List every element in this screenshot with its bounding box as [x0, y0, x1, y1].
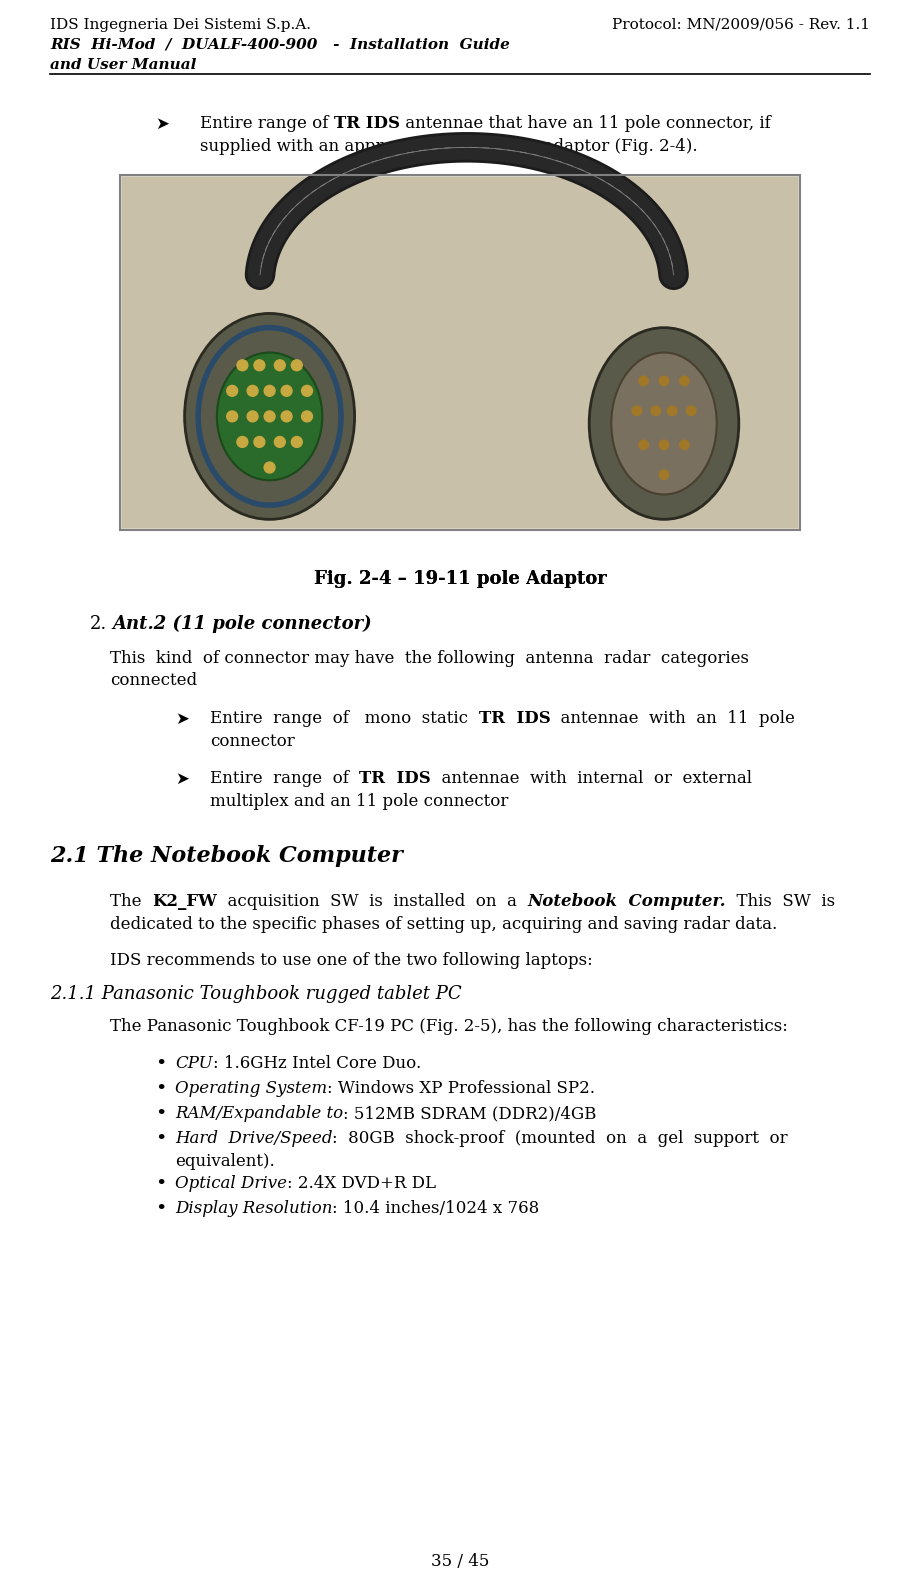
Text: •: •	[154, 1106, 166, 1123]
Bar	[119, 175, 800, 530]
Text: Hard  Drive/Speed: Hard Drive/Speed	[175, 1130, 332, 1147]
Circle shape	[237, 360, 247, 371]
Text: : 2.4X DVD+R DL: : 2.4X DVD+R DL	[287, 1176, 436, 1192]
Circle shape	[274, 436, 285, 447]
Circle shape	[679, 441, 688, 450]
Circle shape	[686, 406, 695, 415]
Circle shape	[264, 410, 275, 422]
Text: ➤: ➤	[175, 710, 188, 729]
Circle shape	[226, 410, 237, 422]
Circle shape	[291, 436, 302, 447]
Text: : 10.4 inches/1024 x 768: : 10.4 inches/1024 x 768	[332, 1200, 539, 1217]
Text: TR IDS: TR IDS	[334, 115, 399, 132]
Text: :  80GB  shock-proof  (mounted  on  a  gel  support  or: : 80GB shock-proof (mounted on a gel sup…	[332, 1130, 788, 1147]
Circle shape	[638, 375, 648, 385]
Text: multiplex and an 11 pole connector: multiplex and an 11 pole connector	[210, 792, 508, 810]
Circle shape	[291, 360, 302, 371]
Text: •: •	[154, 1200, 166, 1219]
Text: 2.: 2.	[90, 616, 108, 633]
Text: : Windows XP Professional SP2.: : Windows XP Professional SP2.	[327, 1080, 595, 1098]
Text: 2.1 The Notebook Computer: 2.1 The Notebook Computer	[50, 845, 403, 867]
Circle shape	[264, 385, 275, 396]
Ellipse shape	[217, 353, 322, 480]
Text: •: •	[154, 1080, 166, 1098]
Circle shape	[254, 436, 265, 447]
Circle shape	[638, 441, 648, 450]
Text: Ant.2 (11 pole connector): Ant.2 (11 pole connector)	[112, 616, 371, 633]
Circle shape	[651, 406, 660, 415]
Circle shape	[254, 360, 265, 371]
Text: 35 / 45: 35 / 45	[430, 1553, 489, 1570]
Text: K2_FW: K2_FW	[152, 893, 217, 910]
Text: Optical Drive: Optical Drive	[175, 1176, 287, 1192]
Text: connected: connected	[110, 671, 197, 689]
Text: Notebook  Computer.: Notebook Computer.	[527, 893, 725, 910]
Circle shape	[301, 410, 312, 422]
Text: Entire  range  of   mono  static: Entire range of mono static	[210, 710, 478, 727]
Ellipse shape	[588, 328, 738, 519]
Text: Display Resolution: Display Resolution	[175, 1200, 332, 1217]
Circle shape	[226, 385, 237, 396]
Text: supplied with an appropriate 19-11 pole adaptor (Fig. 2-4).: supplied with an appropriate 19-11 pole …	[199, 138, 697, 154]
Circle shape	[237, 436, 247, 447]
Ellipse shape	[185, 313, 354, 519]
Bar	[119, 175, 800, 530]
Circle shape	[247, 410, 257, 422]
Text: This  kind  of connector may have  the following  antenna  radar  categories: This kind of connector may have the foll…	[110, 651, 748, 667]
Text: 2.1.1 Panasonic Toughbook rugged tablet PC: 2.1.1 Panasonic Toughbook rugged tablet …	[50, 985, 461, 1002]
Text: TR  IDS: TR IDS	[359, 770, 431, 788]
Circle shape	[264, 461, 275, 473]
Text: Entire range of: Entire range of	[199, 115, 334, 132]
Circle shape	[631, 406, 641, 415]
Text: Protocol: MN/2009/056 - Rev. 1.1: Protocol: MN/2009/056 - Rev. 1.1	[611, 18, 869, 32]
Text: CPU: CPU	[175, 1055, 212, 1072]
Text: and User Manual: and User Manual	[50, 57, 196, 72]
Bar	[122, 177, 797, 528]
Circle shape	[666, 406, 676, 415]
Text: This  SW  is: This SW is	[725, 893, 834, 910]
Text: Entire  range  of: Entire range of	[210, 770, 359, 788]
Text: •: •	[154, 1176, 166, 1193]
Text: RIS  Hi-Mod  /  DUALF-400-900   -  Installation  Guide: RIS Hi-Mod / DUALF-400-900 - Installatio…	[50, 38, 509, 53]
Text: acquisition  SW  is  installed  on  a: acquisition SW is installed on a	[217, 893, 527, 910]
Text: equivalent).: equivalent).	[175, 1153, 275, 1169]
Text: •: •	[154, 1055, 166, 1072]
Ellipse shape	[610, 353, 716, 495]
Text: IDS Ingegneria Dei Sistemi S.p.A.: IDS Ingegneria Dei Sistemi S.p.A.	[50, 18, 311, 32]
Circle shape	[281, 410, 291, 422]
Text: RAM/Expandable to: RAM/Expandable to	[175, 1106, 343, 1122]
Text: : 512MB SDRAM (DDR2)/4GB: : 512MB SDRAM (DDR2)/4GB	[343, 1106, 596, 1122]
Circle shape	[659, 441, 668, 450]
Text: •: •	[154, 1130, 166, 1149]
Text: TR  IDS: TR IDS	[478, 710, 550, 727]
Text: connector: connector	[210, 733, 294, 749]
Text: The: The	[110, 893, 152, 910]
Text: Fig. 2-4 – 19-11 pole Adaptor: Fig. 2-4 – 19-11 pole Adaptor	[313, 570, 606, 589]
Text: antennae  with  an  11  pole: antennae with an 11 pole	[550, 710, 794, 727]
Circle shape	[659, 375, 668, 385]
Circle shape	[247, 385, 257, 396]
Circle shape	[274, 360, 285, 371]
Text: antennae  with  internal  or  external: antennae with internal or external	[431, 770, 752, 788]
Text: ➤: ➤	[175, 770, 188, 788]
Circle shape	[679, 375, 688, 385]
Text: ➤: ➤	[154, 115, 169, 134]
Text: The Panasonic Toughbook CF-19 PC (Fig. 2-5), has the following characteristics:: The Panasonic Toughbook CF-19 PC (Fig. 2…	[110, 1018, 787, 1036]
Text: dedicated to the specific phases of setting up, acquiring and saving radar data.: dedicated to the specific phases of sett…	[110, 916, 777, 932]
Text: Operating System: Operating System	[175, 1080, 327, 1098]
Text: antennae that have an 11 pole connector, if: antennae that have an 11 pole connector,…	[399, 115, 769, 132]
Text: : 1.6GHz Intel Core Duo.: : 1.6GHz Intel Core Duo.	[212, 1055, 420, 1072]
Circle shape	[301, 385, 312, 396]
Circle shape	[281, 385, 291, 396]
Circle shape	[659, 469, 668, 479]
Text: IDS recommends to use one of the two following laptops:: IDS recommends to use one of the two fol…	[110, 951, 592, 969]
Text: Fig. 2-4 – 19-11 pole Adaptor: Fig. 2-4 – 19-11 pole Adaptor	[313, 570, 606, 589]
